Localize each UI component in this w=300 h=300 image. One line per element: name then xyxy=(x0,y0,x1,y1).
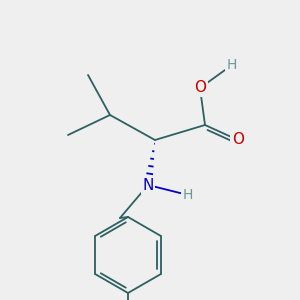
Text: O: O xyxy=(232,133,244,148)
Text: O: O xyxy=(232,133,244,148)
Text: H: H xyxy=(227,58,237,72)
Text: N: N xyxy=(142,178,154,193)
Text: O: O xyxy=(194,80,206,95)
Text: N: N xyxy=(142,178,154,193)
Text: O: O xyxy=(194,80,206,95)
Text: H: H xyxy=(227,58,237,72)
Text: H: H xyxy=(183,188,193,202)
Text: H: H xyxy=(183,188,193,202)
